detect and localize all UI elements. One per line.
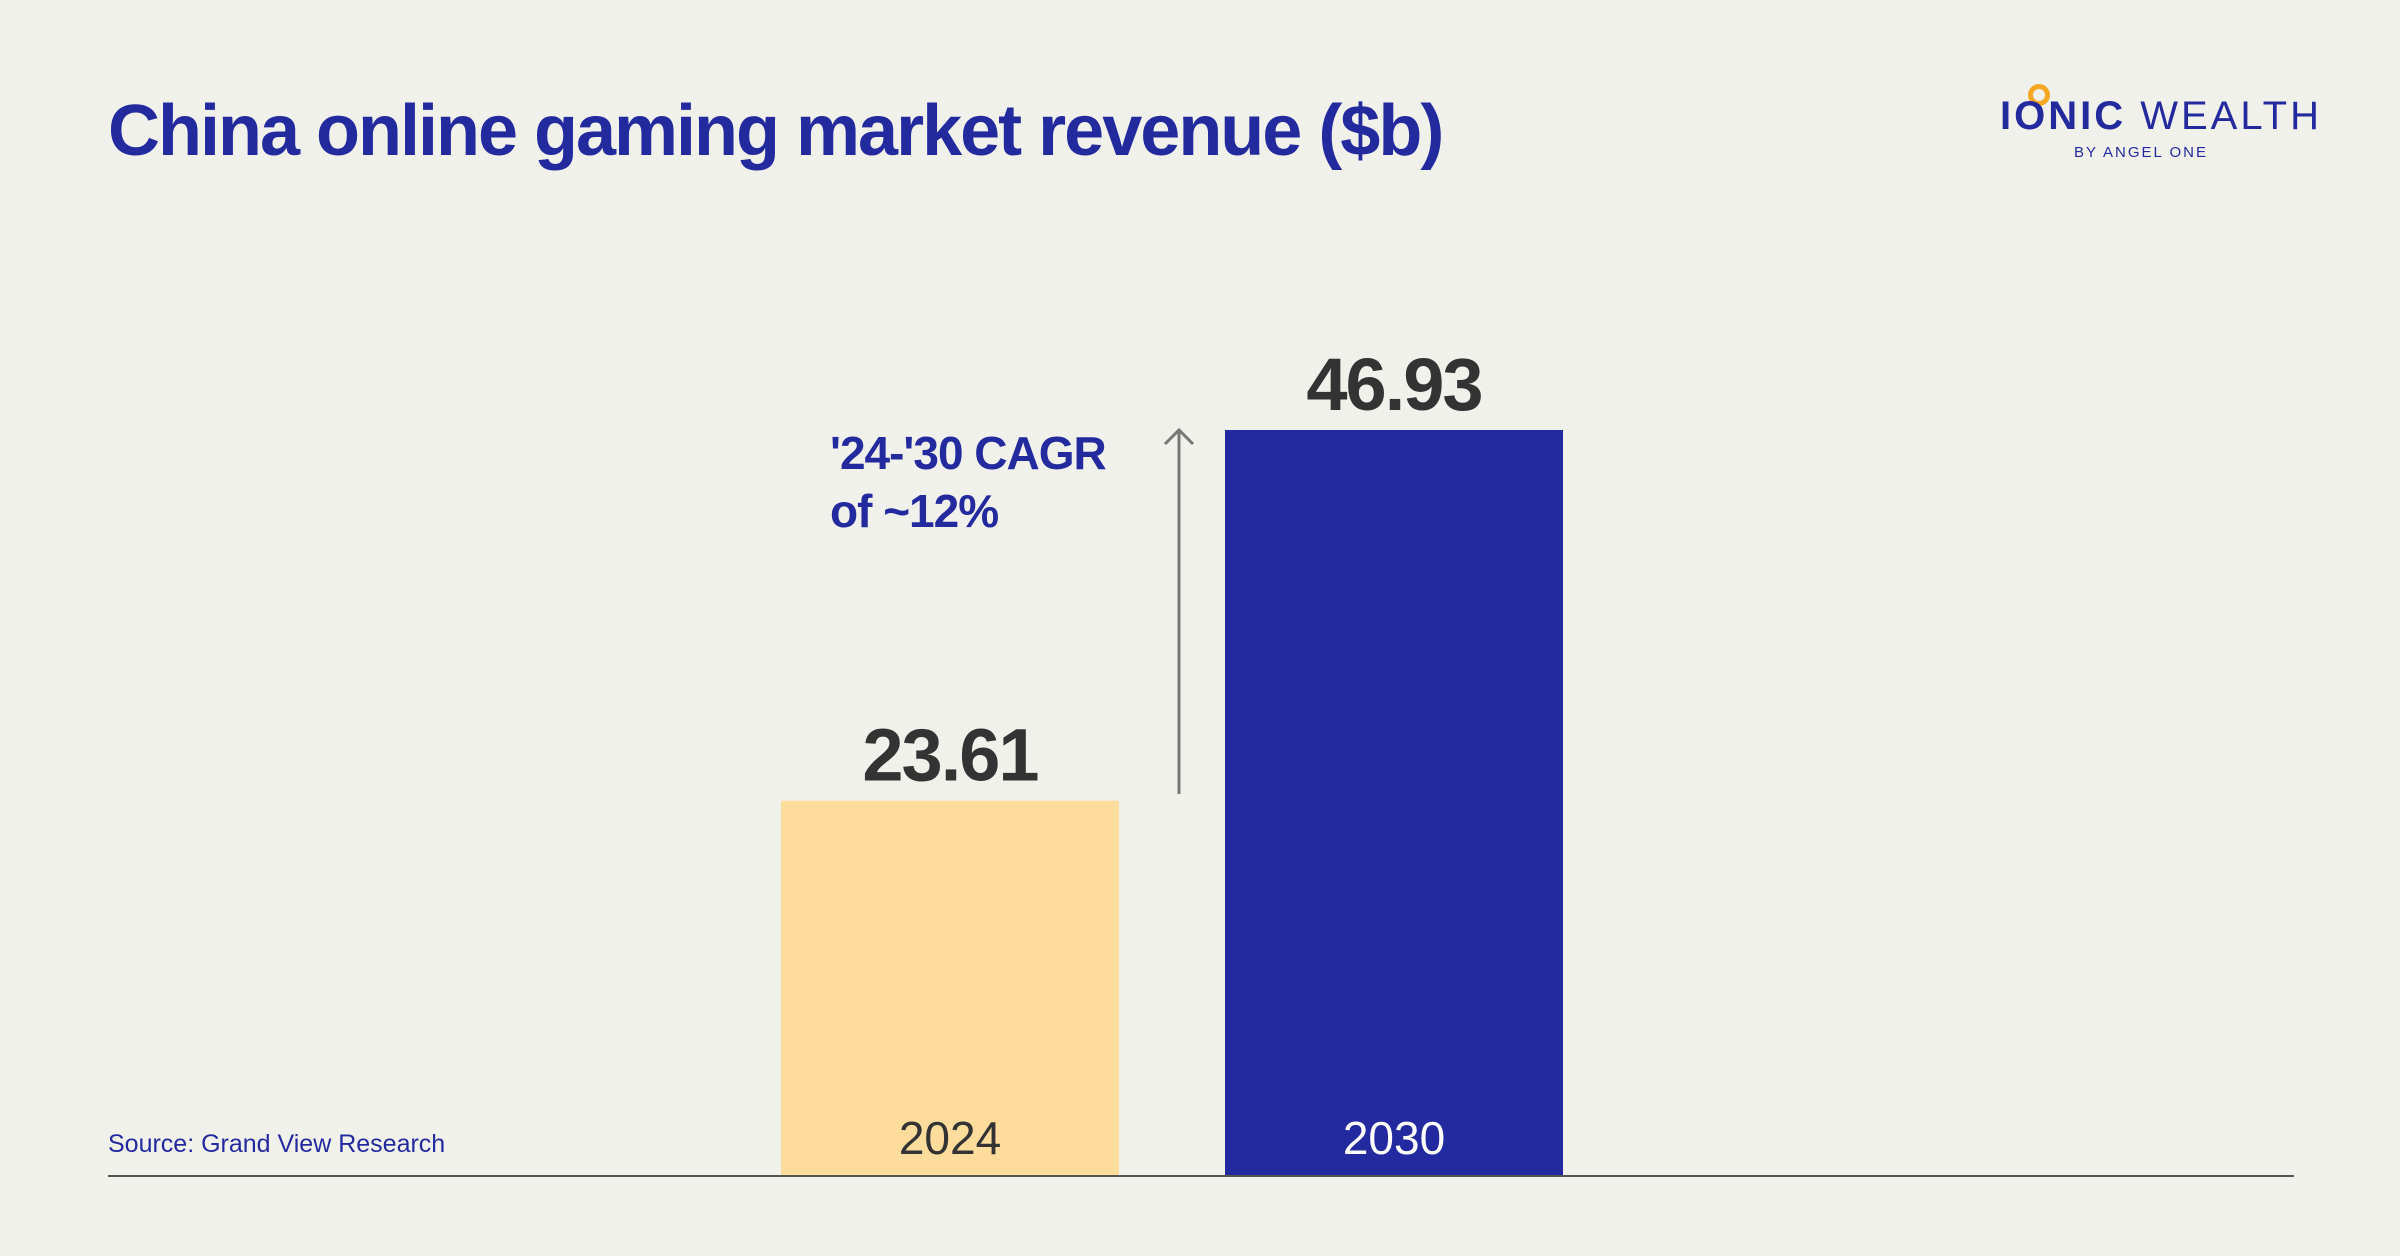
cagr-annotation: '24-'30 CAGR of ~12%: [830, 424, 1107, 540]
chart-title: China online gaming market revenue ($b): [108, 91, 1444, 171]
bars-group: 23.61 2024 46.93 2030: [781, 343, 1563, 1176]
cagr-annotation-line1: '24-'30 CAGR: [830, 427, 1107, 479]
logo-tagline: BY ANGEL ONE: [2073, 144, 2208, 161]
logo-wordmark: IONIC WEALTH: [2000, 94, 2322, 139]
cagr-arrow-head: [1163, 427, 1195, 446]
category-label-2024: 2024: [899, 1112, 1001, 1164]
logo-wordmark-bold: IONIC: [2000, 94, 2127, 138]
bar-2030: [1225, 430, 1563, 1176]
category-label-2030: 2030: [1343, 1112, 1445, 1164]
source-note: Source: Grand View Research: [108, 1130, 446, 1158]
cagr-annotation-line2: of ~12%: [830, 485, 999, 537]
value-label-2024: 23.61: [862, 714, 1038, 797]
logo-wordmark-light: WEALTH: [2140, 94, 2322, 138]
value-label-2030: 46.93: [1306, 343, 1481, 426]
brand-logo: IONIC WEALTH BY ANGEL ONE: [2000, 84, 2319, 164]
logo-ring-icon: [2028, 84, 2050, 106]
bar-2024: [781, 800, 1119, 1176]
